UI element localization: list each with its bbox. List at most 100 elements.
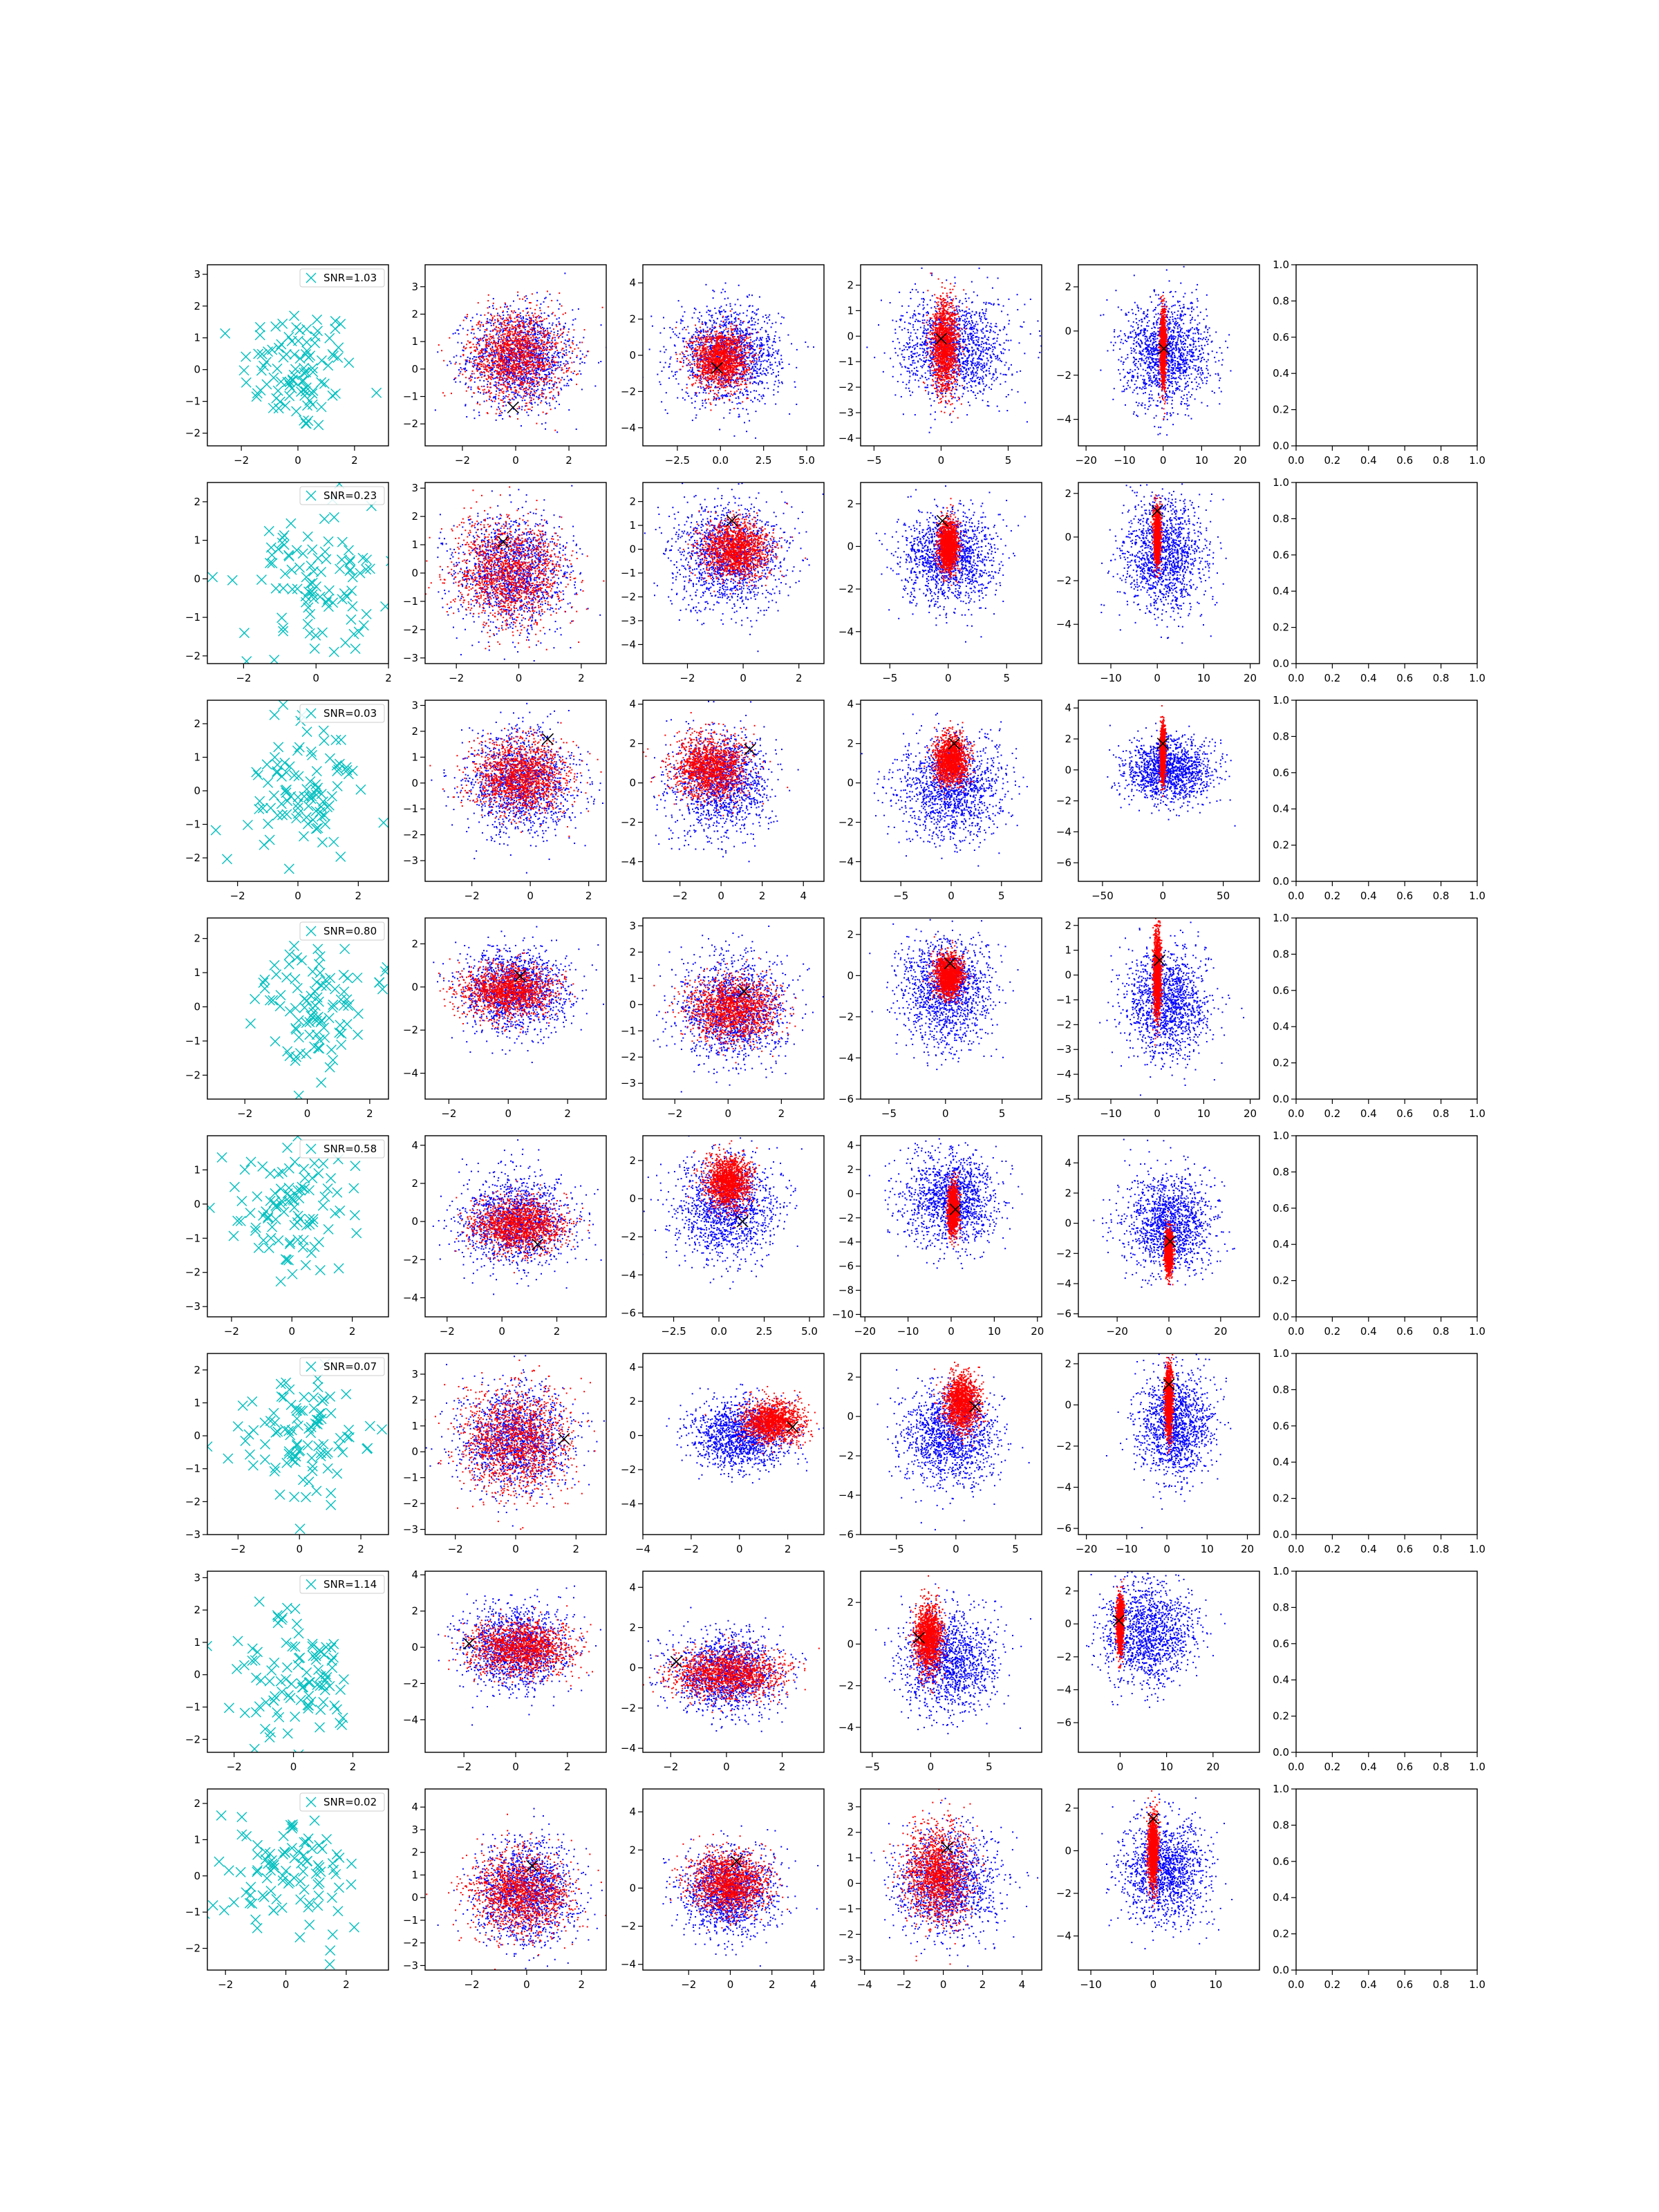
signal-point bbox=[529, 328, 531, 330]
noise-point bbox=[562, 357, 563, 358]
signal-point bbox=[520, 335, 521, 336]
noise-point bbox=[676, 335, 677, 336]
noise-point bbox=[747, 347, 748, 348]
noise-point bbox=[537, 388, 538, 390]
noise-point bbox=[676, 321, 677, 323]
signal-point bbox=[536, 321, 538, 322]
signal-point bbox=[518, 324, 519, 326]
signal-point bbox=[528, 315, 529, 316]
signal-point bbox=[503, 391, 505, 392]
signal-point bbox=[563, 314, 564, 315]
signal-point bbox=[550, 409, 552, 410]
noise-point bbox=[485, 356, 487, 357]
signal-point bbox=[544, 366, 545, 368]
signal-point bbox=[508, 384, 509, 385]
signal-point bbox=[504, 363, 505, 364]
signal-point bbox=[531, 366, 532, 368]
signal-point bbox=[514, 356, 515, 357]
signal-point bbox=[443, 360, 444, 362]
signal-point bbox=[522, 332, 523, 333]
signal-point bbox=[508, 353, 509, 354]
noise-point bbox=[574, 318, 576, 319]
signal-point bbox=[513, 326, 514, 328]
signal-point bbox=[521, 367, 523, 368]
noise-point bbox=[787, 335, 789, 336]
signal-point bbox=[480, 366, 482, 367]
noise-point bbox=[563, 326, 564, 327]
noise-point bbox=[568, 379, 570, 381]
signal-point bbox=[553, 346, 554, 347]
noise-point bbox=[539, 316, 541, 317]
noise-point bbox=[483, 380, 485, 382]
signal-point bbox=[526, 348, 527, 349]
signal-point bbox=[493, 303, 494, 304]
noise-point bbox=[510, 320, 512, 321]
noise-point bbox=[765, 368, 767, 370]
signal-point bbox=[570, 357, 571, 359]
noise-point bbox=[565, 352, 567, 353]
signal-point bbox=[500, 316, 501, 317]
signal-point bbox=[723, 321, 724, 322]
signal-point bbox=[517, 340, 518, 341]
noise-point bbox=[471, 396, 473, 397]
signal-point bbox=[540, 320, 541, 321]
signal-point bbox=[527, 312, 529, 313]
noise-point bbox=[713, 396, 715, 397]
noise-point bbox=[551, 340, 552, 341]
signal-point bbox=[506, 319, 507, 321]
noise-point bbox=[705, 324, 706, 326]
signal-point bbox=[546, 346, 547, 347]
signal-point bbox=[533, 327, 534, 328]
signal-point bbox=[465, 371, 466, 372]
signal-point bbox=[510, 317, 512, 319]
signal-point bbox=[574, 371, 575, 372]
signal-point bbox=[503, 364, 504, 365]
noise-point bbox=[739, 393, 740, 394]
noise-point bbox=[461, 342, 462, 344]
noise-point bbox=[538, 377, 540, 378]
noise-point bbox=[759, 344, 760, 346]
signal-point bbox=[514, 335, 515, 336]
noise-point bbox=[747, 296, 748, 297]
signal-point bbox=[486, 378, 487, 379]
signal-point bbox=[718, 399, 720, 400]
noise-point bbox=[493, 397, 494, 398]
signal-point bbox=[689, 378, 691, 379]
signal-point bbox=[522, 373, 523, 375]
signal-point bbox=[520, 330, 521, 332]
signal-point bbox=[750, 341, 751, 343]
noise-point bbox=[766, 370, 767, 371]
signal-point bbox=[467, 387, 469, 388]
signal-point bbox=[540, 310, 541, 311]
signal-point bbox=[518, 406, 520, 407]
signal-point bbox=[693, 356, 694, 357]
signal-point bbox=[524, 388, 525, 389]
noise-point bbox=[563, 343, 565, 344]
noise-point bbox=[466, 416, 467, 418]
noise-point bbox=[552, 387, 553, 388]
noise-point bbox=[536, 353, 537, 354]
noise-point bbox=[735, 320, 736, 321]
signal-point bbox=[547, 306, 549, 308]
signal-point bbox=[561, 349, 563, 350]
noise-point bbox=[513, 301, 514, 302]
noise-point bbox=[507, 311, 508, 312]
signal-point bbox=[545, 334, 547, 335]
noise-point bbox=[711, 330, 712, 332]
signal-point bbox=[516, 320, 518, 321]
noise-point bbox=[780, 355, 782, 356]
signal-point bbox=[523, 353, 525, 355]
noise-point bbox=[712, 290, 713, 291]
noise-point bbox=[683, 356, 684, 357]
noise-point bbox=[779, 340, 780, 341]
noise-point bbox=[716, 397, 718, 399]
noise-point bbox=[667, 413, 668, 414]
noise-point bbox=[727, 297, 729, 299]
noise-point bbox=[734, 330, 735, 332]
noise-point bbox=[490, 373, 491, 375]
signal-point bbox=[525, 351, 526, 353]
noise-point bbox=[767, 372, 769, 373]
noise-point bbox=[765, 375, 767, 376]
noise-point bbox=[494, 366, 495, 368]
noise-point bbox=[692, 367, 693, 368]
